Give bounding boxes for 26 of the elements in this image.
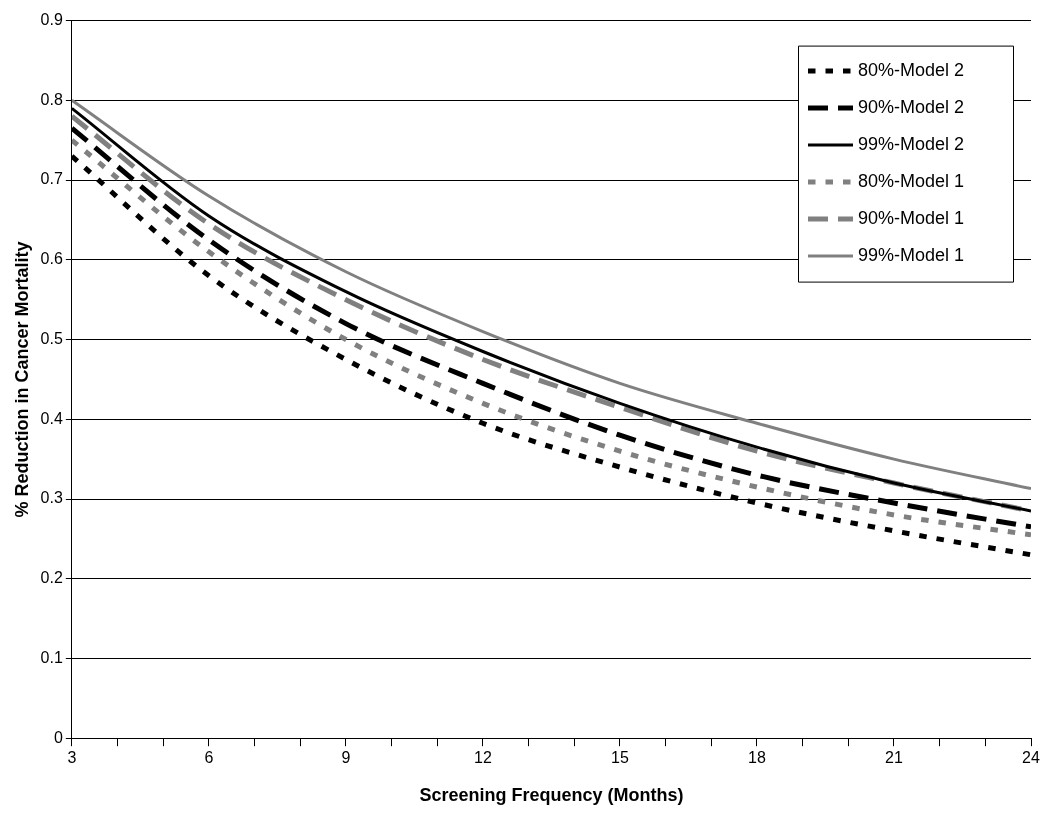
x-tick-label: 3 [67,749,77,767]
legend-label: 80%-Model 2 [858,60,965,81]
x-tick-label: 15 [611,749,629,767]
x-tick-label: 24 [1022,749,1040,767]
y-tick-label: 0.5 [40,329,63,347]
y-tick-label: 0.6 [40,250,63,268]
y-tick-label: 0 [53,728,63,746]
y-axis-title: % Reduction in Cancer Mortality [11,241,32,518]
x-tick-label: 12 [474,749,492,767]
y-tick-label: 0.1 [40,648,63,666]
y-tick-label: 0.9 [40,11,63,29]
y-tick-label: 0.3 [40,489,63,507]
legend-label: 80%-Model 1 [858,171,965,192]
y-tick-label: 0.7 [40,170,63,188]
x-tick-label: 6 [204,749,214,767]
legend-label: 99%-Model 2 [858,134,965,155]
legend-label: 99%-Model 1 [858,245,965,266]
y-tick-label: 0.8 [40,90,63,108]
x-tick-label: 18 [748,749,766,767]
legend-label: 90%-Model 2 [858,97,965,118]
x-tick-label: 21 [885,749,903,767]
x-tick-label: 9 [341,749,351,767]
x-axis-title: Screening Frequency (Months) [419,785,684,806]
y-tick-label: 0.2 [40,569,63,587]
y-tick-label: 0.4 [40,409,63,427]
legend-label: 90%-Model 1 [858,208,965,229]
